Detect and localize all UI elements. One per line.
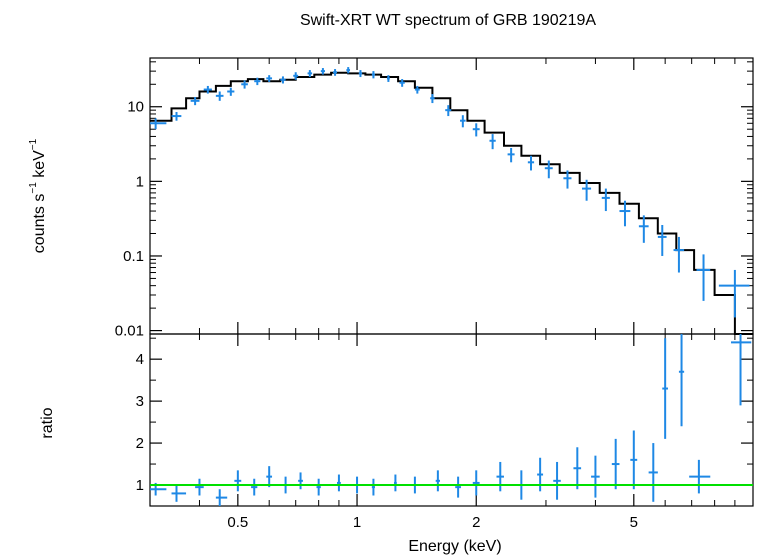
spectrum-data-point xyxy=(718,269,750,318)
spectrum-model xyxy=(150,71,753,335)
ratio-xtick-label: 5 xyxy=(630,514,638,531)
spectrum-data-point xyxy=(638,215,649,243)
spectrum-data-point xyxy=(203,85,212,94)
spectrum-ytick-label: 10 xyxy=(127,99,144,116)
ratio-data xyxy=(150,334,752,506)
spectrum-ytick-label: 0.1 xyxy=(123,248,144,265)
ratio-data-point xyxy=(648,443,658,502)
spectrum-ticks: 0.01 0.1 1 10 xyxy=(115,58,754,340)
ratio-data-point xyxy=(496,461,504,492)
ratio-data-point xyxy=(316,478,321,496)
spectrum-data-point xyxy=(563,170,572,189)
x-axis-label: Energy (keV) xyxy=(408,538,501,555)
spectrum-data-point xyxy=(346,67,351,74)
spectrum-data-point xyxy=(430,94,435,104)
spectrum-data-point xyxy=(358,70,363,78)
spectrum-data-point xyxy=(320,68,325,75)
ratio-data-point xyxy=(435,470,440,492)
spectrum-data-point xyxy=(601,188,610,212)
ratio-data-point xyxy=(630,430,638,490)
ratio-data-point xyxy=(553,461,561,500)
ratio-ylabel: ratio xyxy=(39,407,56,438)
ratio-data-point xyxy=(251,478,258,496)
ratio-data-point xyxy=(336,474,341,492)
ratio-plot-frame xyxy=(149,333,754,507)
spectrum-ytick-label: 1 xyxy=(136,173,144,190)
spectrum-plot-frame xyxy=(149,57,754,335)
ratio-xtick-label: 2 xyxy=(472,514,480,531)
spectrum-data-point xyxy=(582,179,592,201)
spectrum-ylabel: counts s−1 keV−1 xyxy=(28,138,48,253)
spectrum-ytick-label: 0.01 xyxy=(115,323,144,340)
spectrum-data-point xyxy=(371,71,375,79)
spectrum-data-point xyxy=(414,85,420,94)
spectrum-data-point xyxy=(472,123,480,137)
spectrum-panel: 0.01 0.1 1 10 counts s−1 keV−1 xyxy=(28,57,754,340)
spectrum-data-point xyxy=(280,76,286,84)
ratio-data-point xyxy=(266,466,273,488)
spectrum-data-point xyxy=(673,236,685,273)
spectrum-data-point xyxy=(507,147,515,163)
spectrum-data-point xyxy=(544,160,553,179)
ratio-data-point xyxy=(455,476,461,498)
ratio-data-point xyxy=(731,334,752,406)
spectrum-data-point xyxy=(150,118,167,130)
ratio-data-point xyxy=(591,455,600,498)
ratio-xtick-label: 1 xyxy=(353,514,361,531)
ratio-ytick-label: 1 xyxy=(136,477,144,494)
ratio-data-point xyxy=(371,478,375,496)
spectrum-data-point xyxy=(190,97,200,106)
spectrum-data-point xyxy=(399,79,405,87)
spectrum-data-point xyxy=(333,69,337,76)
ratio-ytick-label: 2 xyxy=(136,435,144,452)
ratio-data-point xyxy=(573,447,582,490)
spectrum-data-point xyxy=(254,77,261,86)
ratio-data-point xyxy=(611,438,620,490)
ratio-data-point xyxy=(394,474,397,492)
spectrum-data-point xyxy=(657,225,667,256)
spectrum-data-point xyxy=(445,105,452,117)
ratio-data-point xyxy=(472,470,480,496)
ratio-data-point xyxy=(171,485,187,502)
spectrum-data-point xyxy=(489,134,496,150)
chart-title: Swift-XRT WT spectrum of GRB 190219A xyxy=(300,12,596,29)
spectrum-data-point xyxy=(527,155,535,171)
spectrum-data-point xyxy=(460,115,466,128)
spectrum-data-point xyxy=(619,200,631,227)
spectrum-data-point xyxy=(171,112,182,121)
ratio-data-point xyxy=(298,472,303,490)
ratio-data-point xyxy=(234,470,242,492)
spectrum-data-point xyxy=(241,80,248,89)
spectrum-data-point xyxy=(386,75,390,82)
spectrum-data-point xyxy=(696,254,711,301)
ratio-ticks: 1 2 3 4 0.5 1 2 5 xyxy=(136,334,754,531)
ratio-ytick-label: 4 xyxy=(136,351,144,368)
ratio-ytick-label: 3 xyxy=(136,393,144,410)
spectrum-model-line xyxy=(150,71,753,335)
spectrum-data-point xyxy=(215,91,224,101)
ratio-data-point xyxy=(689,459,711,494)
ratio-data-point xyxy=(678,334,685,427)
ratio-panel: 1 2 3 4 0.5 1 2 5 ratio xyxy=(39,333,754,531)
spectrum-data-point xyxy=(293,72,299,80)
ratio-data-point xyxy=(195,478,204,496)
ratio-data-point xyxy=(662,338,668,439)
spectrum-data-point xyxy=(307,70,313,78)
ratio-data-point xyxy=(215,489,228,506)
ratio-data-point xyxy=(537,457,544,492)
spectrum-data-point xyxy=(266,75,273,82)
spectrum-data-point xyxy=(227,87,235,96)
ratio-xtick-label: 0.5 xyxy=(227,514,248,531)
spectrum-data xyxy=(150,67,750,318)
